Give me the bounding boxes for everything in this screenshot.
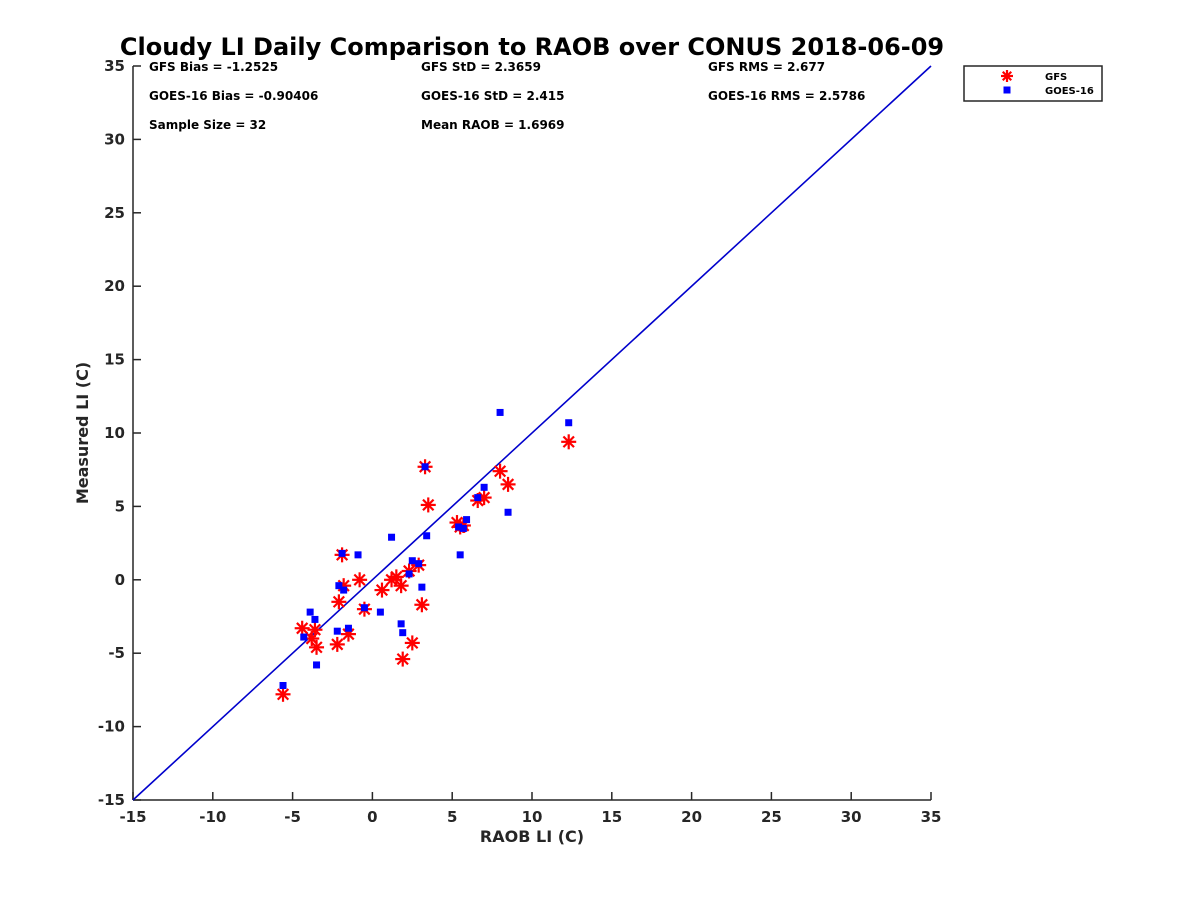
- gfs-point: [393, 578, 409, 594]
- y-tick-label: 5: [115, 497, 125, 515]
- reference-line: [132, 65, 932, 801]
- goes16-point: [399, 629, 407, 637]
- stat-label: Mean RAOB = 1.6969: [421, 118, 565, 132]
- y-tick-label: 25: [104, 204, 125, 222]
- gfs-point: [404, 635, 420, 651]
- y-tick-label: -15: [98, 791, 125, 809]
- x-tick-label: 20: [681, 808, 702, 826]
- goes16-point: [418, 583, 426, 591]
- y-tick-label: 15: [104, 351, 125, 369]
- goes16-point: [340, 586, 348, 594]
- goes16-point: [423, 532, 431, 540]
- stat-label: GFS StD = 2.3659: [421, 60, 541, 74]
- goes16-point: [311, 615, 319, 623]
- goes16-point: [335, 582, 343, 590]
- goes16-point: [405, 570, 413, 578]
- gfs-point: [561, 434, 577, 450]
- goes16-point: [408, 557, 416, 565]
- goes16-point: [459, 524, 467, 532]
- data-points: [275, 408, 577, 702]
- legend-box: [963, 65, 1103, 102]
- stats-annotations: GFS Bias = -1.2525 GFS StD = 2.3659 GFS RM…: [149, 60, 865, 132]
- gfs-point: [331, 594, 347, 610]
- gfs-point: [395, 651, 411, 667]
- legend-gfs-marker: [1001, 70, 1013, 82]
- y-tick-label: 10: [104, 424, 125, 442]
- goes16-point: [388, 533, 396, 541]
- x-tick-label: 30: [841, 808, 862, 826]
- goes16-point: [496, 408, 504, 416]
- goes16-point: [565, 419, 573, 427]
- gfs-point: [492, 463, 508, 479]
- goes16-point: [376, 608, 384, 616]
- y-axis-label: Measured LI (C): [73, 362, 92, 504]
- goes16-point: [300, 633, 308, 641]
- goes16-point: [354, 551, 362, 559]
- gfs-point: [307, 622, 323, 638]
- x-tick-label: -15: [119, 808, 146, 826]
- x-tick-label: 10: [522, 808, 543, 826]
- goes16-point: [360, 604, 368, 612]
- gfs-point: [352, 572, 368, 588]
- reference-line-group: [132, 65, 932, 801]
- gfs-point: [329, 636, 345, 652]
- y-tick-label: 0: [115, 571, 125, 589]
- gfs-point: [388, 569, 404, 585]
- y-tick-label: -5: [108, 644, 125, 662]
- goes16-point: [338, 549, 346, 557]
- x-tick-label: 5: [447, 808, 457, 826]
- x-tick-label: -5: [284, 808, 301, 826]
- gfs-point: [275, 686, 291, 702]
- legend-entry-label: GOES-16: [1045, 86, 1094, 97]
- x-tick-label: 0: [367, 808, 377, 826]
- goes16-point: [463, 516, 471, 524]
- x-tick-label: -10: [199, 808, 226, 826]
- stat-label: GFS Bias = -1.2525: [149, 60, 278, 74]
- y-tick-label: -10: [98, 718, 125, 736]
- stat-label: GOES-16 StD = 2.415: [421, 89, 564, 103]
- x-tick-label: 25: [761, 808, 782, 826]
- stat-label: GOES-16 Bias = -0.90406: [149, 89, 318, 103]
- goes16-point: [455, 523, 463, 531]
- goes16-point: [474, 494, 482, 502]
- goes16-point: [504, 508, 512, 516]
- gfs-point: [420, 497, 436, 513]
- goes16-point: [306, 608, 314, 616]
- gfs-point: [309, 639, 325, 655]
- y-tick-label: 30: [104, 130, 125, 148]
- goes16-point: [421, 463, 429, 471]
- gfs-point: [414, 597, 430, 613]
- y-tick-label: 20: [104, 277, 125, 295]
- goes16-point: [480, 483, 488, 491]
- chart-title: Cloudy LI Daily Comparison to RAOB over …: [120, 33, 944, 61]
- x-tick-label: 35: [921, 808, 942, 826]
- stat-label: GOES-16 RMS = 2.5786: [708, 89, 865, 103]
- y-tick-label: 35: [104, 57, 125, 75]
- legend-entry-label: GFS: [1045, 72, 1067, 83]
- goes16-point: [279, 681, 287, 689]
- legend: GFS GOES-16: [963, 65, 1103, 102]
- stat-label: GFS RMS = 2.677: [708, 60, 825, 74]
- gfs-point: [500, 476, 516, 492]
- goes16-point: [313, 661, 321, 669]
- goes16-point: [344, 624, 352, 632]
- gfs-point: [374, 582, 390, 598]
- x-axis-label: RAOB LI (C): [480, 827, 584, 846]
- gfs-point: [476, 490, 492, 506]
- x-tick-label: 15: [601, 808, 622, 826]
- legend-goes16-marker: [1003, 86, 1011, 94]
- axes: -15 -10 -5 0 5 10 15 20 25 30 35 -15 -10 -5 0 5 10 15 20 25…: [98, 57, 942, 826]
- gfs-point: [294, 620, 310, 636]
- goes16-point: [397, 620, 405, 628]
- goes16-point: [456, 551, 464, 559]
- stat-label: Sample Size = 32: [149, 118, 266, 132]
- goes16-point: [333, 627, 341, 635]
- goes16-point: [415, 560, 423, 568]
